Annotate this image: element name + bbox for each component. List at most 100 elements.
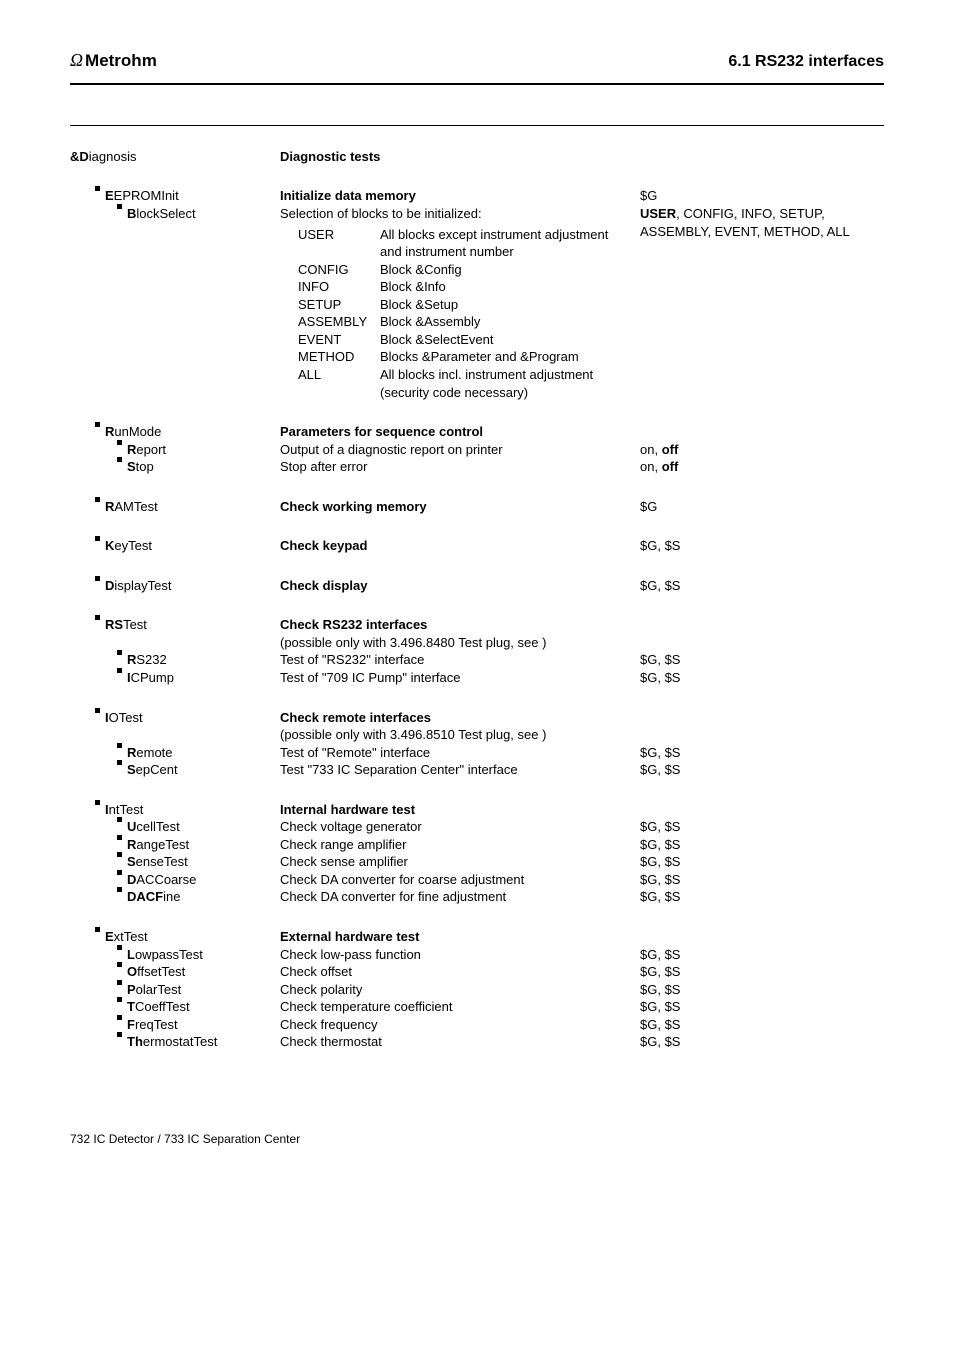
- bullet-icon: [117, 204, 122, 209]
- row-polartest: PolarTest Check polarity $G, $S: [70, 981, 884, 999]
- title-check-remote: Check remote interfaces: [280, 709, 622, 727]
- block-table-row: ASSEMBLYBlock &Assembly: [298, 313, 622, 331]
- page-header: ΩMetrohm 6.1 RS232 interfaces: [70, 48, 884, 73]
- tree-ucelltest: UcellTest: [127, 818, 180, 836]
- val-icpump: $G, $S: [640, 669, 884, 687]
- bullet-icon: [117, 1032, 122, 1037]
- val-remote: $G, $S: [640, 744, 884, 762]
- row-stop: Stop Stop after error on, off: [70, 458, 884, 476]
- bullet-icon: [117, 440, 122, 445]
- row-dacfine: DACFine Check DA converter for fine adju…: [70, 888, 884, 906]
- block-key: INFO: [298, 278, 380, 296]
- tree-polartest: PolarTest: [127, 981, 181, 999]
- val-ucelltest: $G, $S: [640, 818, 884, 836]
- val-ramtest: $G: [640, 498, 884, 516]
- row-eeprominit: EEPROMInit Initialize data memory $G: [70, 187, 884, 205]
- row-exttest: ExtTest External hardware test: [70, 928, 884, 946]
- row-rstest: RSTest Check RS232 interfaces (possible …: [70, 616, 884, 651]
- bullet-icon: [95, 927, 100, 932]
- io-sub: (possible only with 3.496.8510 Test plug…: [280, 726, 622, 744]
- val-stop: on, off: [640, 458, 884, 476]
- desc-thermostattest: Check thermostat: [280, 1033, 640, 1051]
- block-desc: Block &Config: [380, 261, 622, 279]
- row-ucelltest: UcellTest Check voltage generator $G, $S: [70, 818, 884, 836]
- val-report: on, off: [640, 441, 884, 459]
- tree-sensetest: SenseTest: [127, 853, 188, 871]
- block-key: USER: [298, 226, 380, 261]
- val-sepcent: $G, $S: [640, 761, 884, 779]
- val-thermostattest: $G, $S: [640, 1033, 884, 1051]
- tree-displaytest: DisplayTest: [105, 577, 171, 595]
- brand-name: Metrohm: [85, 51, 157, 70]
- bullet-icon: [117, 997, 122, 1002]
- tree-rangetest: RangeTest: [127, 836, 189, 854]
- title-external-hw: External hardware test: [280, 929, 419, 944]
- val-sensetest: $G, $S: [640, 853, 884, 871]
- row-thermostattest: ThermostatTest Check thermostat $G, $S: [70, 1033, 884, 1051]
- val-rangetest: $G, $S: [640, 836, 884, 854]
- bullet-icon: [95, 536, 100, 541]
- bullet-icon: [95, 615, 100, 620]
- title-init-memory: Initialize data memory: [280, 188, 416, 203]
- row-sepcent: SepCent Test "733 IC Separation Center" …: [70, 761, 884, 779]
- tree-freqtest: FreqTest: [127, 1016, 178, 1034]
- row-runmode: RunMode Parameters for sequence control: [70, 423, 884, 441]
- bullet-icon: [117, 835, 122, 840]
- tree-offsettest: OffsetTest: [127, 963, 185, 981]
- block-key: ASSEMBLY: [298, 313, 380, 331]
- val-lowpasstest: $G, $S: [640, 946, 884, 964]
- tree-dacfine: DACFine: [127, 888, 180, 906]
- val-offsettest: $G, $S: [640, 963, 884, 981]
- tree-tcoefftest: TCoeffTest: [127, 998, 190, 1016]
- bullet-icon: [117, 870, 122, 875]
- desc-rs232: Test of "RS232" interface: [280, 651, 640, 669]
- bullet-icon: [95, 576, 100, 581]
- row-offsettest: OffsetTest Check offset $G, $S: [70, 963, 884, 981]
- title-check-keypad: Check keypad: [280, 538, 367, 553]
- title-sequence-control: Parameters for sequence control: [280, 424, 483, 439]
- desc-remote: Test of "Remote" interface: [280, 744, 640, 762]
- bullet-icon: [95, 422, 100, 427]
- bullet-icon: [117, 668, 122, 673]
- desc-sepcent: Test "733 IC Separation Center" interfac…: [280, 761, 640, 779]
- row-iotest: IOTest Check remote interfaces (possible…: [70, 709, 884, 744]
- tree-eeprominit: EEPROMInit: [105, 187, 179, 205]
- brand: ΩMetrohm: [70, 48, 157, 73]
- tree-blockselect: BlockSelect: [127, 205, 196, 223]
- bullet-icon: [117, 962, 122, 967]
- tree-keytest: KeyTest: [105, 537, 152, 555]
- page-footer: 732 IC Detector / 733 IC Separation Cent…: [70, 1131, 884, 1147]
- desc-report: Output of a diagnostic report on printer: [280, 441, 640, 459]
- desc-lowpasstest: Check low-pass function: [280, 946, 640, 964]
- brand-icon: Ω: [70, 50, 83, 70]
- tree-daccoarse: DACCoarse: [127, 871, 196, 889]
- val-freqtest: $G, $S: [640, 1016, 884, 1034]
- title-check-rs232: Check RS232 interfaces: [280, 616, 622, 634]
- bullet-icon: [117, 743, 122, 748]
- row-daccoarse: DACCoarse Check DA converter for coarse …: [70, 871, 884, 889]
- row-tcoefftest: TCoeffTest Check temperature coefficient…: [70, 998, 884, 1016]
- block-desc: All blocks incl. instrument adjustment (…: [380, 366, 622, 401]
- tree-rs232: RS232: [127, 651, 167, 669]
- bullet-icon: [117, 887, 122, 892]
- section-heading: 6.1 RS232 interfaces: [728, 51, 884, 73]
- title-check-memory: Check working memory: [280, 499, 427, 514]
- block-table-row: CONFIGBlock &Config: [298, 261, 622, 279]
- val-rs232: $G, $S: [640, 651, 884, 669]
- bullet-icon: [117, 760, 122, 765]
- bullet-icon: [95, 186, 100, 191]
- block-table-row: EVENTBlock &SelectEvent: [298, 331, 622, 349]
- title-internal-hw: Internal hardware test: [280, 802, 415, 817]
- row-diagnosis: &Diagnosis Diagnostic tests: [70, 148, 884, 166]
- bullet-icon: [117, 1015, 122, 1020]
- desc-ucelltest: Check voltage generator: [280, 818, 640, 836]
- val-daccoarse: $G, $S: [640, 871, 884, 889]
- block-key: CONFIG: [298, 261, 380, 279]
- block-desc: Block &Assembly: [380, 313, 622, 331]
- row-displaytest: DisplayTest Check display $G, $S: [70, 577, 884, 595]
- tree-thermostattest: ThermostatTest: [127, 1033, 217, 1051]
- blockselect-table: USERAll blocks except instrument adjustm…: [298, 226, 622, 401]
- val-dacfine: $G, $S: [640, 888, 884, 906]
- block-desc: Block &Setup: [380, 296, 622, 314]
- val-eeprominit: $G: [640, 187, 884, 205]
